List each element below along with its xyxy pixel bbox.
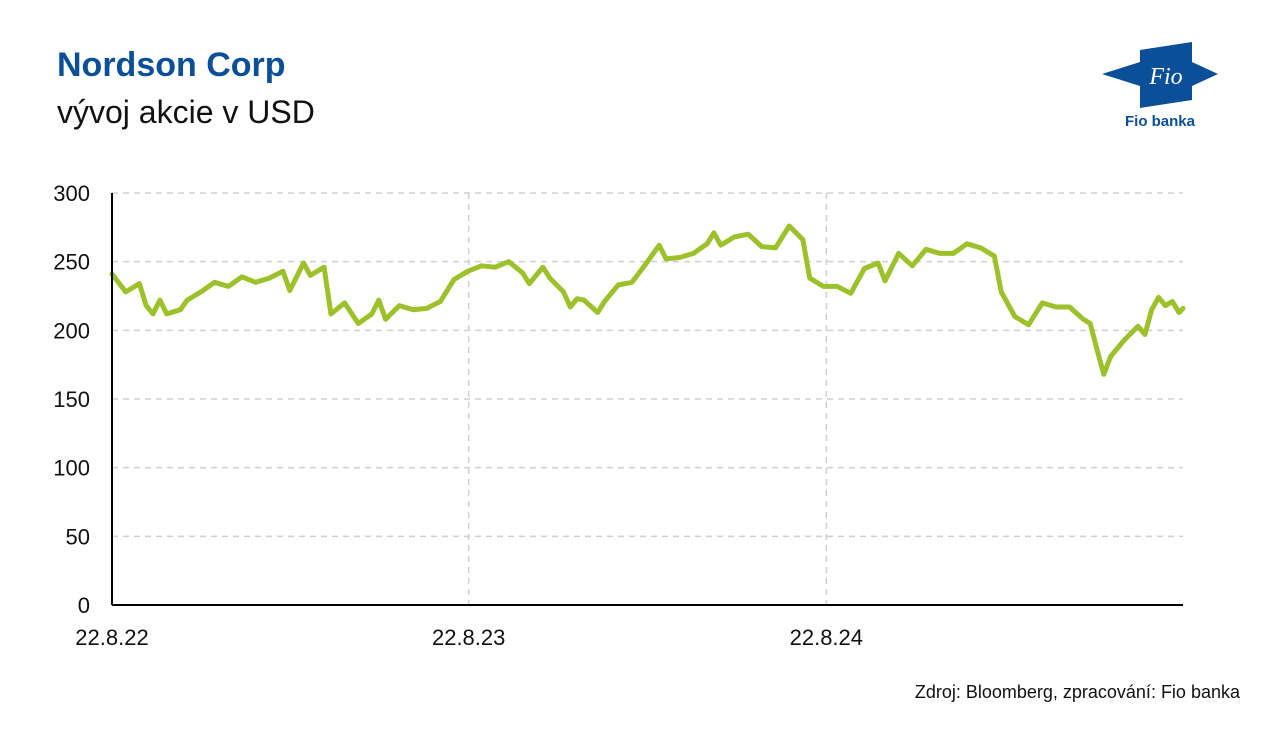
chart-title: Nordson Corp (57, 46, 286, 84)
chart-grid (112, 192, 1183, 605)
y-tick-label: 100 (53, 456, 90, 481)
y-tick-label: 250 (53, 250, 90, 275)
logo-body (1140, 42, 1192, 108)
chart-axes (111, 193, 1183, 606)
fio-banka-logo-icon: Fio Fio banka (1102, 42, 1218, 130)
x-tick-label: 22.8.24 (790, 625, 863, 650)
source-note: Zdroj: Bloomberg, zpracování: Fio banka (914, 682, 1240, 702)
chart-series (109, 223, 1186, 377)
y-axis-tick-labels: 0 50 100 150 200 250 300 (53, 181, 90, 618)
logo-name: Fio banka (1125, 113, 1196, 130)
x-axis-tick-labels: 22.8.22 22.8.23 22.8.24 (75, 625, 863, 650)
y-tick-label: 200 (53, 318, 90, 343)
y-tick-label: 0 (78, 593, 90, 618)
fio-banka-logo: Fio Fio banka (1100, 40, 1220, 130)
price-line (109, 223, 1186, 377)
logo-mark: Fio (1148, 64, 1182, 90)
logo-right-wing (1192, 62, 1218, 86)
x-tick-label: 22.8.22 (75, 625, 148, 650)
logo-left-wing (1102, 62, 1140, 86)
y-tick-label: 150 (53, 387, 90, 412)
y-tick-label: 50 (66, 524, 90, 549)
x-tick-label: 22.8.23 (432, 625, 505, 650)
chart-subtitle: vývoj akcie v USD (57, 94, 315, 130)
y-tick-label: 300 (53, 181, 90, 206)
